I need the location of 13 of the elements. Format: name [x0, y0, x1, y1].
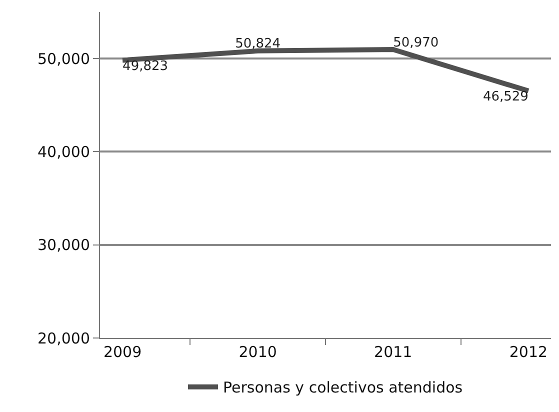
data-label: 46,529	[482, 90, 528, 105]
y-tick-label: 40,000	[38, 142, 90, 161]
data-label: 50,824	[235, 36, 281, 52]
legend-label: Personas y colectivos atendidos	[223, 378, 463, 397]
data-label: 50,970	[393, 35, 439, 50]
x-tick-label: 2009	[103, 343, 142, 361]
x-tick-label: 2011	[374, 343, 412, 361]
x-tick-label: 2010	[238, 343, 277, 361]
x-tick-label: 2012	[509, 343, 548, 361]
y-tick-label: 20,000	[38, 329, 90, 348]
y-tick-label: 50,000	[38, 50, 90, 68]
y-tick-label: 30,000	[38, 236, 90, 254]
data-label: 49,823	[122, 58, 168, 74]
